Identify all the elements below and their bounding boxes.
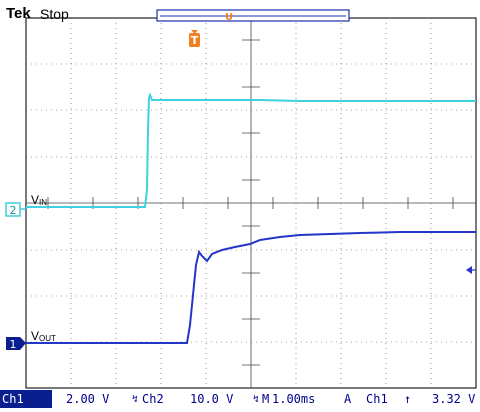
ch2-bw-icon: ↯	[253, 394, 260, 405]
trigger-slope-icon: ↑	[404, 392, 412, 406]
vin-trace	[26, 92, 476, 208]
timebase-label[interactable]: M	[262, 392, 270, 406]
ch2-label[interactable]: Ch2	[142, 392, 164, 406]
ch1-badge-label: Ch1	[2, 392, 24, 406]
trigger-source[interactable]: Ch1	[366, 392, 388, 406]
trigger-marker-arrow-icon	[191, 30, 198, 34]
vout-label: VOUT	[31, 329, 56, 343]
acquisition-mode: A	[344, 392, 352, 406]
ch2-marker-label: 2	[10, 204, 17, 217]
center-axis-ticks	[47, 39, 454, 366]
ch1-marker-pointer	[20, 337, 26, 350]
ch1-badge[interactable]: Ch1	[0, 390, 52, 408]
trigger-position-icon: U	[225, 12, 233, 23]
ch2-coupling-icon: ↯	[132, 394, 139, 405]
ch1-scale: 2.00 V	[66, 392, 110, 406]
trigger-marker-glyph: T	[191, 34, 199, 47]
trigger-level: 3.32 V	[432, 392, 476, 406]
trigger-level-arrow-icon[interactable]	[466, 266, 472, 274]
ch1-marker-label: 1	[10, 338, 17, 351]
settings-readout-bar: Ch1 2.00 V ↯ Ch2 10.0 V ↯ M 1.00ms A Ch1…	[0, 390, 480, 408]
brand-logo: Tek	[6, 5, 31, 22]
acquisition-status: Stop	[40, 6, 69, 22]
ch2-scale: 10.0 V	[190, 392, 234, 406]
trigger-marker-icon[interactable]	[189, 33, 200, 47]
ch1-marker-icon[interactable]	[6, 337, 20, 350]
timebase-scale: 1.00ms	[272, 392, 316, 406]
vin-label: VIN	[31, 193, 47, 207]
status-header: Tek Stop	[0, 0, 480, 24]
vout-trace	[26, 231, 476, 344]
